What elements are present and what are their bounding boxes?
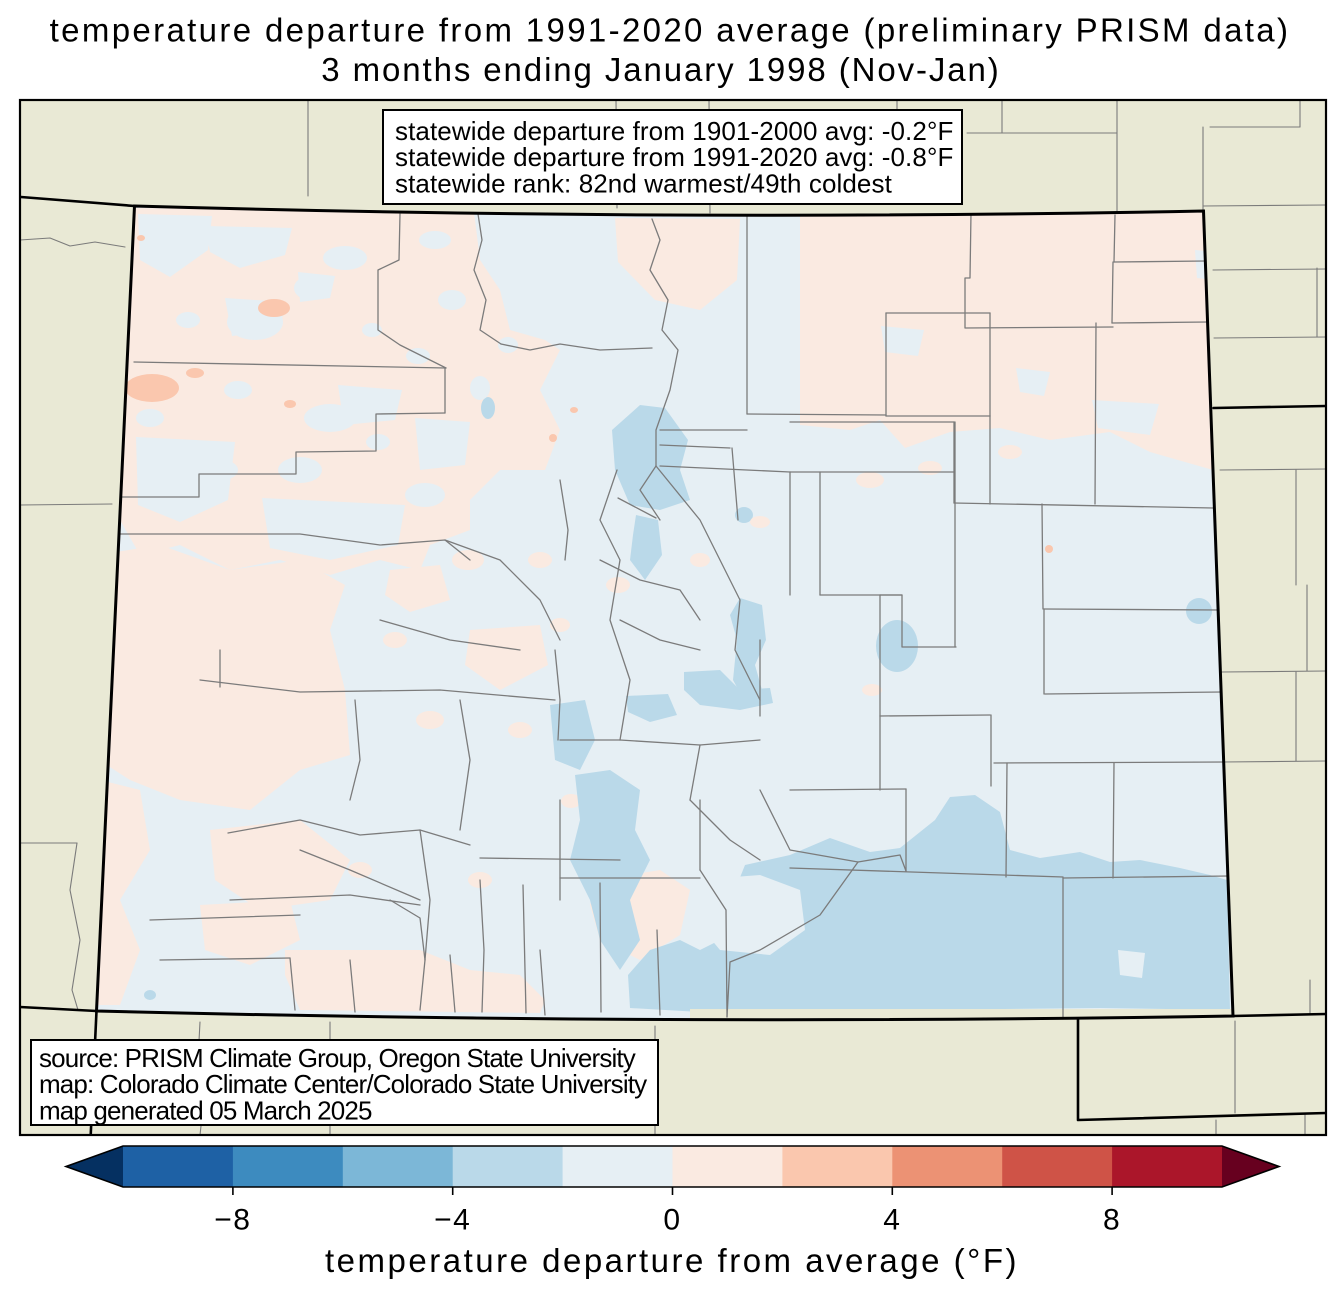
svg-text:source: PRISM Climate Group, O: source: PRISM Climate Group, Oregon Stat… xyxy=(39,1043,636,1073)
svg-text:temperature departure from 199: temperature departure from 1991-2020 ave… xyxy=(50,12,1291,49)
svg-text:3 months ending January 1998 (: 3 months ending January 1998 (Nov-Jan) xyxy=(321,51,1000,88)
svg-text:−4: −4 xyxy=(434,1204,471,1237)
svg-text:map: Colorado Climate Center/C: map: Colorado Climate Center/Colorado St… xyxy=(39,1069,647,1099)
svg-text:map generated 05 March 2025: map generated 05 March 2025 xyxy=(39,1095,372,1125)
svg-text:statewide departure from 1901-: statewide departure from 1901-2000 avg: … xyxy=(395,116,953,146)
svg-text:8: 8 xyxy=(1103,1204,1121,1237)
svg-text:0: 0 xyxy=(663,1204,681,1237)
svg-text:4: 4 xyxy=(883,1204,901,1237)
svg-text:−8: −8 xyxy=(214,1204,251,1237)
svg-text:statewide rank: 82nd warmest/4: statewide rank: 82nd warmest/49th coldes… xyxy=(395,168,893,198)
svg-text:temperature departure from ave: temperature departure from average (°F) xyxy=(325,1242,1019,1279)
svg-text:statewide departure from 1991-: statewide departure from 1991-2020 avg: … xyxy=(395,142,953,172)
